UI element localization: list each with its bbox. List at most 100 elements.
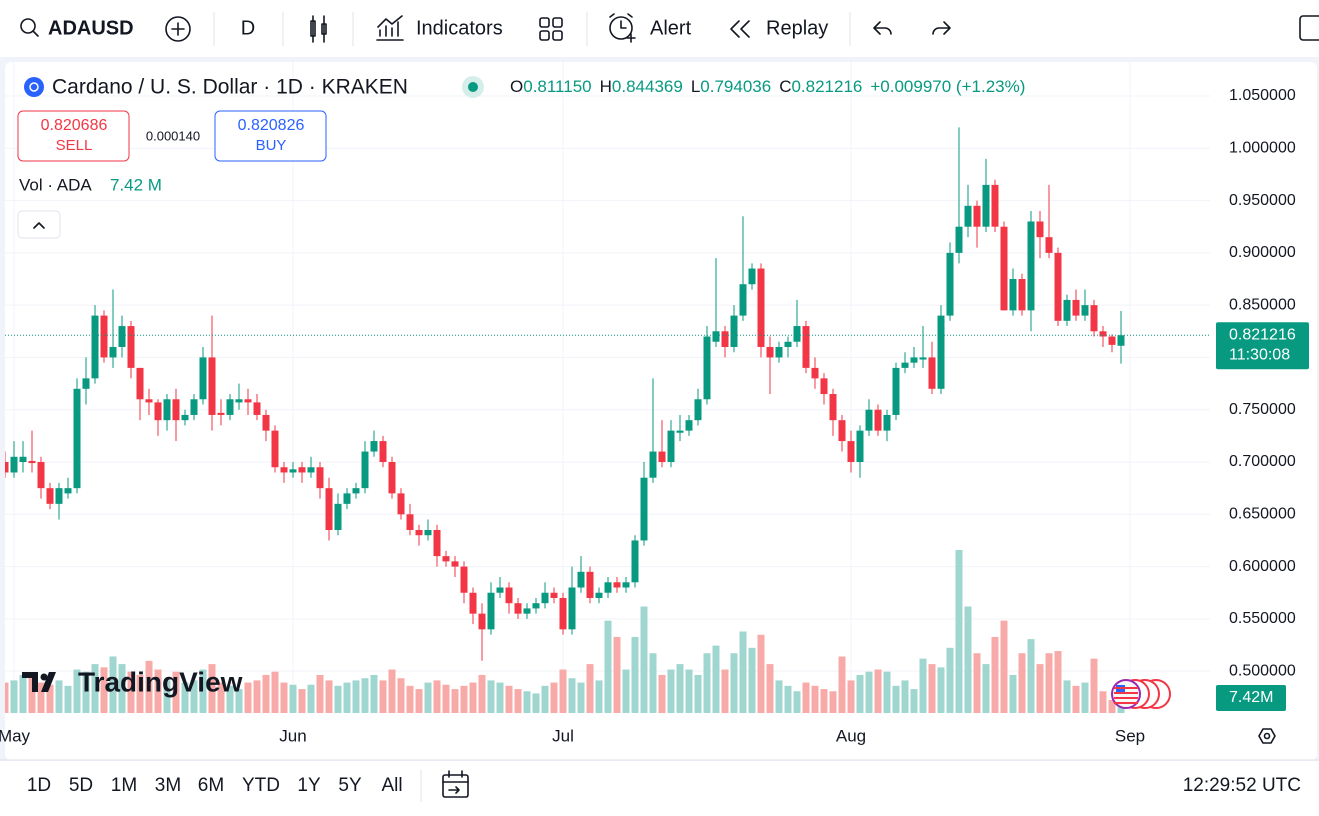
plus-icon [171,22,185,36]
volume-bar [316,674,324,713]
x-tick-label: Jul [552,726,574,745]
candle-body [766,346,774,358]
alert-button[interactable]: Alert [650,17,692,39]
candle-body [568,587,576,630]
redo-button[interactable] [932,21,951,35]
y-tick-label: 1.050000 [1229,87,1296,104]
collapse-button[interactable] [17,210,61,239]
candle-body [208,357,216,415]
chart-type-button[interactable] [310,15,327,43]
volume-bar [712,645,720,713]
candle-body [901,362,909,368]
buy-label[interactable]: BUY [256,137,287,154]
range-button[interactable]: 1D [27,775,51,796]
volume-bar [640,606,648,713]
symbol-search[interactable]: ADAUSD [20,17,134,39]
undo-button[interactable] [873,21,892,35]
volume-bar [865,671,873,713]
volume-bar [325,680,333,713]
range-button[interactable]: 5D [69,775,93,796]
volume-bar [1090,658,1098,713]
candle-body [1009,279,1017,311]
volume-bar [703,653,711,713]
candle-body [613,582,621,588]
y-tick-label: 0.600000 [1229,558,1296,575]
candle-body [739,284,747,316]
candle-body [1108,336,1116,345]
interval[interactable]: D [241,17,255,39]
volume-bar [451,689,459,713]
candle-body [694,399,702,421]
volume-bar [235,689,243,713]
range-button[interactable]: 3M [155,775,181,796]
clock[interactable]: 12:29:52 UTC [1183,775,1301,796]
sell-label[interactable]: SELL [56,137,93,154]
candle-body [118,326,126,347]
buy-button[interactable] [214,110,327,162]
volume-bar [838,656,846,713]
candle-body [523,608,531,614]
indicators-button[interactable]: Indicators [416,17,503,39]
candle-body [451,561,459,567]
candle-body [1054,252,1062,321]
ohlc-value: 0.844369 [612,77,683,96]
volume-bar [577,682,585,713]
volume-bar [910,689,918,713]
sell-price[interactable]: 0.820686 [41,117,108,134]
volume-bar [829,691,837,713]
range-button[interactable]: 6M [198,775,224,796]
candle-body [559,597,567,630]
candle-body [622,582,630,588]
candle-body [262,414,270,431]
candle-body [100,315,108,358]
candle-body [793,326,801,342]
candle-body [667,430,675,463]
sell-button[interactable] [17,110,130,162]
candle-body [1117,335,1125,346]
volume-bar [901,680,909,713]
volume-bar [541,685,549,713]
volume-bar [964,606,972,713]
candle-body [649,451,657,478]
volume-bar [226,685,234,713]
volume-bar [874,669,882,713]
candle-body [82,378,90,389]
range-button[interactable]: 1M [111,775,137,796]
candle-body [289,469,297,473]
candle-body [127,326,135,368]
goto-date-button[interactable] [442,770,469,798]
candle-body [1018,279,1026,311]
volume-legend-label: Vol · ADA [19,175,92,194]
volume-bar [892,685,900,713]
replay-icon[interactable] [730,20,750,38]
volume-bar [847,680,855,713]
volume-bar [10,680,18,713]
volume-bar [982,664,990,713]
volume-bar [883,671,891,713]
volume-bar [388,669,396,713]
fullscreen-button[interactable] [1299,15,1319,41]
replay-button[interactable]: Replay [766,17,828,39]
indicators-icon[interactable] [376,15,404,41]
range-button[interactable]: All [381,775,402,796]
symbol[interactable]: ADAUSD [48,17,134,39]
candle-body [595,592,603,598]
search-icon [20,18,36,34]
layouts-icon[interactable] [539,17,563,41]
range-button[interactable]: 5Y [338,775,362,796]
candle-icon [310,15,327,43]
volume-bar [5,682,9,713]
buy-price[interactable]: 0.820826 [238,117,305,134]
candle-body [496,587,504,593]
candle-body [685,420,693,431]
settings-button[interactable] [1258,728,1276,744]
price-tag [1216,322,1309,370]
alert-icon[interactable] [609,13,636,43]
bottom-toolbar [0,761,1319,816]
candle-body [316,467,324,489]
range-button[interactable]: YTD [242,775,280,796]
y-tick-label: 0.550000 [1229,610,1296,627]
range-button[interactable]: 1Y [297,775,321,796]
compare-button[interactable] [165,16,191,42]
volume-bar [145,660,153,713]
